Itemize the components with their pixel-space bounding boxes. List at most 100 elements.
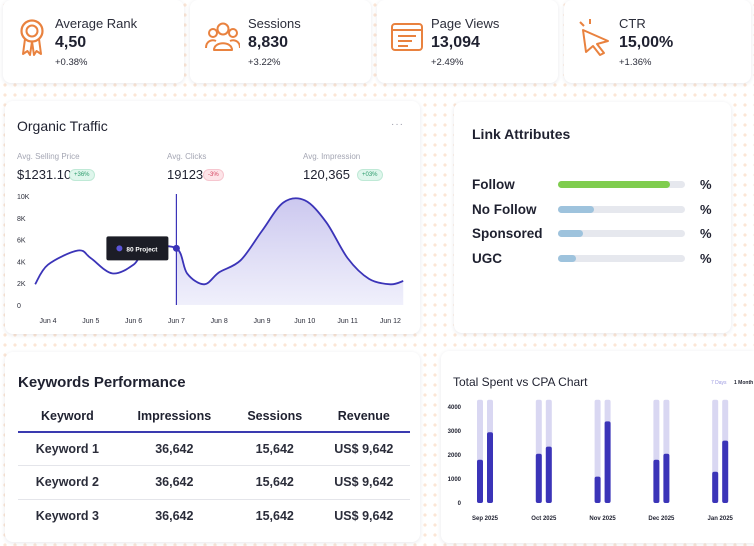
y-tick-label: 10K [17,194,30,201]
bar-cpa [663,453,670,503]
kpi-delta: +2.49% [431,57,464,68]
bar-cpa [722,440,729,503]
x-tick-label: Jun 8 [211,318,228,325]
kpi-card-average-rank: Average Rank 4,50 +0.38% [3,0,184,83]
x-tick-label: Jun 6 [125,318,142,325]
kpi-delta: +0.38% [55,57,88,68]
y-tick-label: 0 [17,303,21,310]
kpi-label: Page Views [431,16,500,31]
organic-traffic-chart: 0 2K 4K 6K 8K 10K Jun 4 Jun 5 Jun 6 Jun 7 Jun 8 Jun… [17,194,404,325]
bar-spent [477,459,483,503]
organic-traffic-card: Organic Traffic ··· Avg. Selling Price $… [5,101,420,334]
bar-cpa [604,421,611,503]
card-title: Total Spent vs CPA Chart [453,375,588,389]
x-tick-label: Jun 10 [294,318,315,325]
column-header[interactable]: Revenue [317,400,410,433]
percent-label: % [700,251,712,266]
more-options-icon[interactable]: ··· [391,119,404,130]
y-tick-label: 6K [17,238,26,245]
y-tick-label: 4000 [448,405,462,411]
table-cell: 36,642 [155,509,194,523]
kpi-label: Sessions [248,16,301,31]
metric-value: 19123 [167,167,204,182]
y-tick-label: 0 [458,501,462,507]
link-attribute-row-sponsored: Sponsored % [472,226,722,242]
progress-fill [558,255,576,262]
range-toggle-1-month[interactable]: 1 Month [734,380,754,386]
link-attribute-name: No Follow [472,202,537,217]
table-cell: Keyword 3 [35,509,99,523]
x-tick-label: Sep 2025 [472,516,499,522]
cursor-click-icon [579,19,609,56]
metric-value: $1231.10 [17,167,72,182]
kpi-label: Average Rank [55,16,138,31]
link-attribute-row-ugc: UGC % [472,251,722,267]
kpi-delta: +3.22% [248,57,281,68]
y-tick-label: 1000 [448,477,462,483]
tooltip-box [106,236,169,261]
metric-value: 120,365 [303,167,350,182]
kpi-label: CTR [619,16,646,31]
card-title: Link Attributes [472,126,571,142]
progress-track [558,181,685,188]
users-icon [205,22,240,51]
bar-spent [653,459,660,503]
x-tick-label: Jun 12 [380,318,401,325]
kpi-delta: +1.36% [619,57,652,68]
metric-badge: +03% [357,169,383,181]
kpi-value: 4,50 [55,34,87,51]
y-tick-label: 2K [17,281,26,288]
column-header[interactable]: Impressions [116,400,232,433]
tooltip-label: 80 Project [126,246,158,253]
bar-cpa [487,432,493,503]
bar-spent [712,471,719,503]
table-cell: US$ 9,642 [317,432,410,466]
link-attributes-card: Link Attributes Follow % No Follow % Spo… [454,102,731,333]
column-header[interactable]: Keyword [18,400,117,433]
range-toggle-7-days[interactable]: 7 Days [711,380,727,386]
table-header-row: Keyword Impressions Sessions Revenue [18,400,410,433]
table-row[interactable]: Keyword 1 36,642 15,642 US$ 9,642 [18,432,410,466]
x-tick-label: Dec 2025 [648,516,675,522]
kpi-value: 8,830 [248,34,289,51]
table-cell: US$ 9,642 [317,465,410,500]
table-row[interactable]: Keyword 3 36,642 15,642 US$ 9,642 [18,499,410,533]
progress-fill [558,230,584,237]
tooltip-swatch [116,245,123,252]
y-tick-label: 8K [17,216,26,223]
column-header[interactable]: Sessions [231,400,318,433]
link-attribute-row-no-follow: No Follow % [472,202,722,218]
x-tick-label: Jun 4 [39,318,56,325]
x-tick-label: Jun 5 [82,318,99,325]
metric-label: Avg. Selling Price [17,152,80,161]
y-tick-label: 3000 [448,429,462,435]
table-cell: 15,642 [231,465,318,500]
kpi-value: 15,00% [619,34,674,51]
x-tick-label: Jun 9 [253,318,270,325]
bar-spent [535,453,542,503]
kpi-card-ctr: CTR 15,00% +1.36% [564,0,751,83]
link-attribute-name: Follow [472,177,515,192]
metric-badge: -3% [203,169,224,181]
x-tick-label: Oct 2025 [531,516,557,522]
x-tick-label: Jun 11 [337,318,358,325]
keywords-table: Keyword Impressions Sessions Revenue Key… [18,400,410,533]
card-title: Organic Traffic [17,118,108,134]
progress-track [558,255,685,262]
x-tick-label: Jan 2025 [708,516,734,522]
progress-fill [558,206,594,213]
percent-label: % [700,202,712,217]
bar-cpa [545,446,552,503]
total-spent-card: Total Spent vs CPA Chart 7 Days 1 Month … [441,351,754,543]
progress-track [558,230,685,237]
progress-track [558,206,685,213]
highlight-point [172,244,180,252]
table-row[interactable]: Keyword 2 36,642 15,642 US$ 9,642 [18,465,410,500]
table-cell: US$ 9,642 [334,509,394,523]
table-cell: Keyword 1 [18,432,117,466]
percent-label: % [700,177,712,192]
table-cell: 15,642 [231,432,318,466]
table-cell: 36,642 [116,465,232,500]
traffic-line [34,197,404,286]
x-tick-label: Nov 2025 [589,516,616,522]
